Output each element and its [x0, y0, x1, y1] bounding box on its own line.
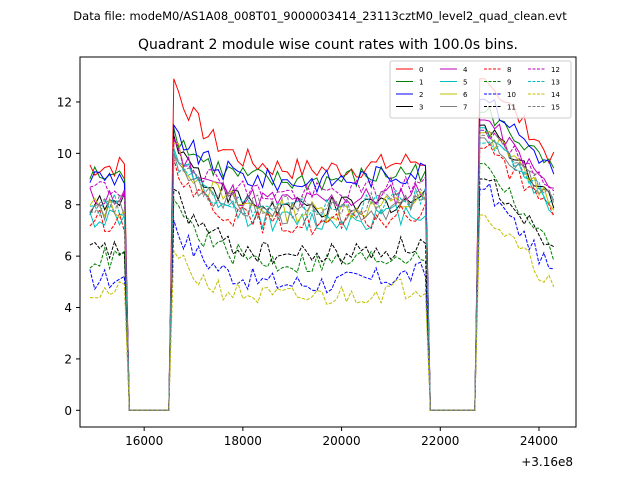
series-line-8	[89, 143, 555, 411]
x-tick-label: 18000	[224, 434, 262, 448]
legend-label-2: 2	[419, 91, 423, 99]
legend-label-1: 1	[419, 78, 423, 86]
y-tick-label: 10	[57, 147, 72, 161]
legend-label-4: 4	[463, 66, 468, 74]
legend-label-14: 14	[551, 91, 560, 99]
x-tick-label: 20000	[322, 434, 360, 448]
y-axis: 0 2 4 6 8 10 12	[57, 95, 80, 418]
plot-frame	[79, 56, 577, 428]
series-line-3	[89, 124, 555, 411]
legend-label-10: 10	[507, 91, 516, 99]
series-line-2	[89, 98, 555, 411]
series-line-14	[89, 214, 555, 411]
legend-label-8: 8	[507, 66, 511, 74]
legend-label-15: 15	[551, 103, 560, 111]
data-file-label: Data file: modeM0/AS1A08_008T01_90000034…	[73, 9, 567, 23]
legend-label-7: 7	[463, 103, 467, 111]
series-line-10	[89, 182, 554, 411]
legend-label-3: 3	[419, 103, 423, 111]
legend-label-0: 0	[419, 66, 423, 74]
series-line-13	[89, 141, 555, 411]
series-line-15	[89, 131, 555, 411]
series-line-9	[89, 163, 555, 411]
legend-box	[389, 60, 572, 119]
x-axis: 16000 18000 20000 22000 24000	[125, 427, 558, 448]
y-tick-label: 12	[57, 95, 72, 109]
series-group	[89, 78, 555, 411]
x-axis-offset-label: +3.16e8	[521, 455, 573, 469]
y-tick-label: 4	[64, 301, 72, 315]
legend-label-5: 5	[463, 78, 467, 86]
series-line-1	[89, 106, 555, 411]
legend-label-9: 9	[507, 78, 511, 86]
y-tick-label: 0	[64, 404, 72, 418]
x-tick-label: 16000	[125, 434, 163, 448]
chart-title: Quadrant 2 module wise count rates with …	[138, 37, 518, 53]
legend-label-12: 12	[551, 66, 560, 74]
series-line-0	[89, 78, 555, 411]
legend-label-11: 11	[507, 103, 516, 111]
x-tick-label: 24000	[520, 434, 558, 448]
x-tick-label: 22000	[421, 434, 459, 448]
y-tick-label: 8	[64, 198, 72, 212]
legend-label-13: 13	[551, 78, 560, 86]
legend-label-6: 6	[463, 91, 468, 99]
y-tick-label: 2	[64, 352, 72, 366]
y-tick-label: 6	[64, 250, 72, 264]
